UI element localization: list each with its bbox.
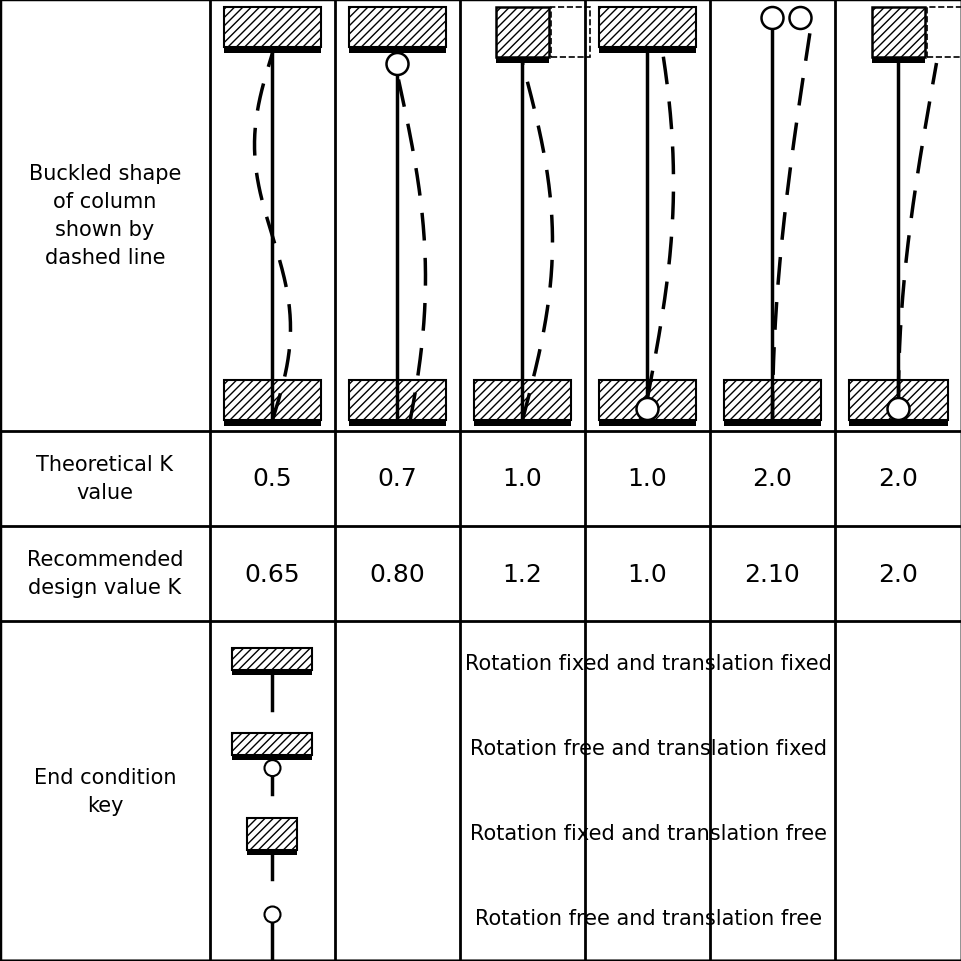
Bar — [849, 421, 947, 427]
Bar — [926, 8, 961, 58]
Bar — [247, 818, 297, 850]
Bar — [224, 421, 321, 427]
Text: 0.80: 0.80 — [369, 562, 425, 586]
Text: 2.0: 2.0 — [877, 467, 918, 491]
Text: 2.10: 2.10 — [744, 562, 800, 586]
Bar — [598, 421, 696, 427]
Bar — [224, 381, 321, 421]
Bar — [496, 8, 548, 58]
Circle shape — [789, 8, 811, 30]
Bar — [871, 58, 924, 64]
Circle shape — [264, 760, 281, 776]
Text: Rotation fixed and translation fixed: Rotation fixed and translation fixed — [464, 653, 831, 674]
Bar — [849, 381, 947, 421]
Bar — [349, 48, 446, 54]
Text: 1.0: 1.0 — [627, 562, 667, 586]
Bar — [349, 8, 446, 48]
Text: Rotation free and translation fixed: Rotation free and translation fixed — [470, 739, 826, 759]
Bar — [233, 649, 312, 671]
Text: 0.7: 0.7 — [378, 467, 417, 491]
Text: Theoretical K
value: Theoretical K value — [37, 455, 173, 503]
Bar — [723, 381, 821, 421]
Text: 2.0: 2.0 — [877, 562, 918, 586]
Bar — [871, 8, 924, 58]
Bar — [473, 381, 571, 421]
Bar — [224, 48, 321, 54]
Bar — [723, 421, 821, 427]
Bar — [598, 381, 696, 421]
Bar — [233, 733, 312, 755]
Bar — [233, 755, 312, 760]
Circle shape — [761, 8, 782, 30]
Text: 0.5: 0.5 — [253, 467, 292, 491]
Text: End condition
key: End condition key — [34, 767, 176, 815]
Bar — [247, 850, 297, 854]
Bar — [224, 8, 321, 48]
Bar — [473, 421, 571, 427]
Bar — [233, 671, 312, 676]
Bar — [598, 8, 696, 48]
Bar — [496, 58, 548, 64]
Text: 1.0: 1.0 — [627, 467, 667, 491]
Text: 1.2: 1.2 — [502, 562, 542, 586]
Text: Rotation free and translation free: Rotation free and translation free — [475, 908, 822, 928]
Circle shape — [887, 399, 908, 421]
Text: 1.0: 1.0 — [502, 467, 542, 491]
Bar — [551, 8, 589, 58]
Bar — [349, 421, 446, 427]
Circle shape — [264, 906, 281, 923]
Bar — [349, 381, 446, 421]
Text: 0.65: 0.65 — [244, 562, 300, 586]
Text: Rotation fixed and translation free: Rotation fixed and translation free — [470, 824, 826, 844]
Circle shape — [636, 399, 658, 421]
Text: 2.0: 2.0 — [752, 467, 792, 491]
Circle shape — [386, 54, 408, 76]
Text: Buckled shape
of column
shown by
dashed line: Buckled shape of column shown by dashed … — [29, 163, 181, 268]
Text: Recommended
design value K: Recommended design value K — [27, 550, 183, 598]
Bar — [598, 48, 696, 54]
